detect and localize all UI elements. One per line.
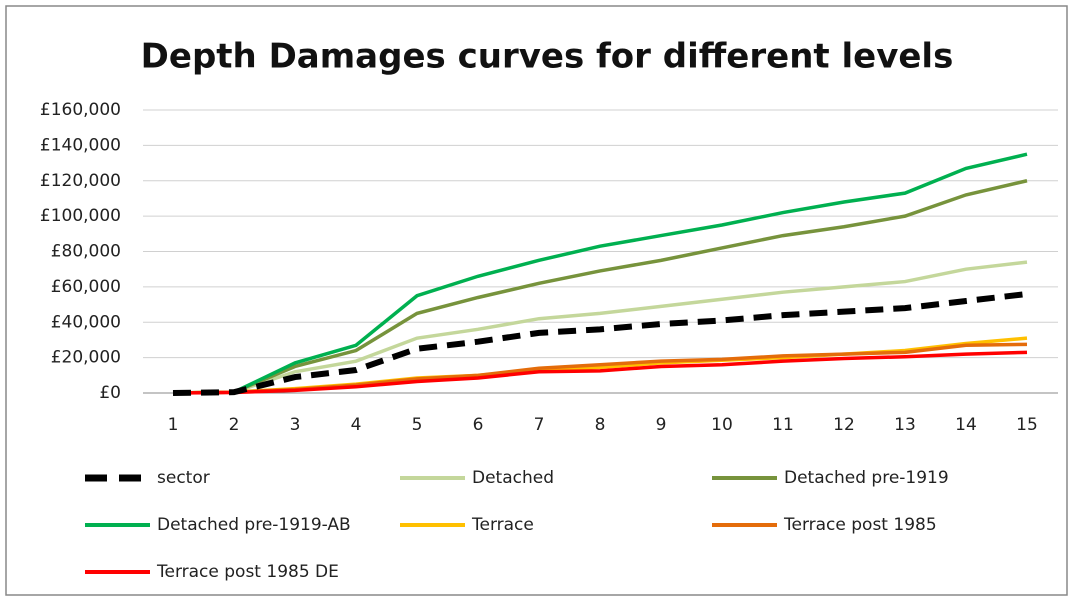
legend-label: Terrace post 1985	[783, 515, 937, 535]
legend-label: Detached pre-1919-AB	[157, 515, 351, 535]
y-tick-label: £0	[99, 383, 121, 403]
x-tick-label: 10	[711, 415, 733, 435]
legend-label: Detached	[472, 468, 554, 488]
x-tick-label: 13	[894, 415, 916, 435]
legend-label: Terrace post 1985 DE	[156, 562, 339, 582]
x-tick-label: 4	[351, 415, 362, 435]
y-tick-label: £80,000	[51, 242, 121, 262]
series-line	[172, 152, 1028, 395]
x-tick-label: 2	[229, 415, 240, 435]
series-line	[172, 260, 1028, 395]
series-line	[172, 350, 1028, 395]
x-tick-label: 11	[772, 415, 794, 435]
y-tick-label: £20,000	[51, 348, 121, 368]
y-tick-label: £120,000	[40, 171, 121, 191]
y-tick-label: £100,000	[40, 206, 121, 226]
x-tick-label: 15	[1016, 415, 1038, 435]
x-tick-label: 5	[412, 415, 423, 435]
y-tick-label: £60,000	[51, 277, 121, 297]
series-line	[172, 290, 1028, 396]
chart-title: Depth Damages curves for different level…	[141, 37, 954, 77]
x-tick-label: 1	[168, 415, 179, 435]
x-tick-label: 12	[833, 415, 855, 435]
y-tick-label: £160,000	[40, 100, 121, 120]
legend-label: Detached pre-1919	[784, 468, 949, 488]
x-tick-label: 3	[290, 415, 301, 435]
legend-label: Terrace	[471, 515, 534, 535]
x-tick-label: 7	[534, 415, 545, 435]
chart-frame	[5, 5, 1068, 596]
x-tick-label: 14	[955, 415, 977, 435]
y-tick-label: £40,000	[51, 312, 121, 332]
x-tick-label: 9	[656, 415, 667, 435]
legend-label: sector	[157, 468, 210, 488]
series-line	[172, 179, 1028, 395]
x-tick-label: 6	[473, 415, 484, 435]
x-tick-label: 8	[595, 415, 606, 435]
y-tick-label: £140,000	[40, 135, 121, 155]
